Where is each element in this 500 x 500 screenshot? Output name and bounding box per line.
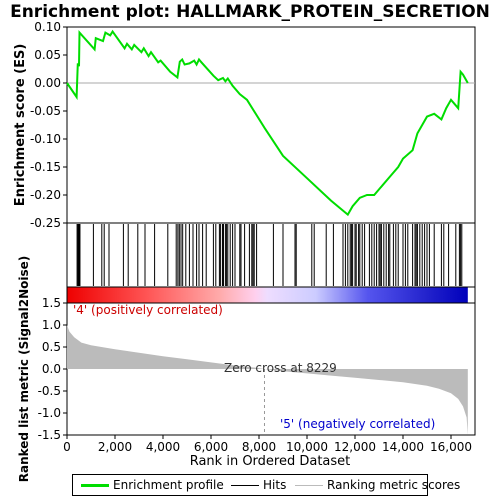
rank-y-tick-label: 1.0 <box>42 318 61 332</box>
rank-y-tick-label: -1.0 <box>38 406 61 420</box>
rank-axis-label: Ranked list metric (Signal2Noise) <box>17 256 31 483</box>
legend-item-enrichment: Enrichment profile <box>81 478 224 492</box>
es-y-tick-label: -0.20 <box>30 188 61 202</box>
x-tick-label: 8,000 <box>242 440 276 454</box>
hits-frame <box>66 222 476 288</box>
es-y-tick-label: -0.10 <box>30 132 61 146</box>
rank-y-tick-label: 1.5 <box>42 296 61 310</box>
ranked-metric-panel: 1.5 1.0 0.5 0.0 -0.5 -1.0 -1.5 '4' (positively… <box>17 256 476 483</box>
x-tick-label: 4,000 <box>146 440 180 454</box>
ranking-swatch-icon <box>295 485 323 486</box>
es-y-ticks: 0.10 0.05 0.00 -0.05 -0.10 -0.15 -0.20 -0.25 <box>30 20 67 230</box>
es-y-tick-label: -0.25 <box>30 216 61 230</box>
legend-item-ranking: Ranking metric scores <box>295 478 460 492</box>
enrichment-swatch-icon <box>81 484 109 487</box>
rank-y-tick-label: 0.0 <box>42 362 61 376</box>
chart-title: Enrichment plot: HALLMARK_PROTEIN_SECRET… <box>10 2 490 22</box>
hits-swatch-icon <box>231 485 259 486</box>
es-axis-label: Enrichment score (ES) <box>13 44 28 207</box>
es-y-tick-label: -0.15 <box>30 160 61 174</box>
x-tick-label: 10,000 <box>286 440 328 454</box>
x-tick-label: 14,000 <box>382 440 424 454</box>
x-tick-label: 0 <box>63 440 71 454</box>
ranking-color-bar <box>67 287 468 303</box>
es-y-tick-label: -0.05 <box>30 104 61 118</box>
x-axis-ticks: 0 2,000 4,000 6,000 8,000 10,000 12,000 14,000 1… <box>63 435 472 454</box>
x-tick-label: 2,000 <box>98 440 132 454</box>
es-y-tick-label: 0.10 <box>34 20 61 34</box>
enrichment-plot-frame <box>66 26 476 224</box>
legend-label: Enrichment profile <box>113 478 224 492</box>
x-axis-label: Rank in Ordered Dataset <box>190 454 351 469</box>
rank-y-ticks: 1.5 1.0 0.5 0.0 -0.5 -1.0 -1.5 <box>38 296 67 442</box>
es-y-tick-label: 0.00 <box>34 76 61 90</box>
rank-y-tick-label: 0.5 <box>42 340 61 354</box>
positive-correlation-label: '4' (positively correlated) <box>73 303 223 317</box>
legend: Enrichment profile Hits Ranking metric s… <box>72 474 460 496</box>
enrichment-panel: 0.10 0.05 0.00 -0.05 -0.10 -0.15 -0.20 -0.25 En… <box>13 20 476 230</box>
x-tick-label: 12,000 <box>334 440 376 454</box>
legend-item-hits: Hits <box>231 478 286 492</box>
zero-cross-label: Zero cross at 8229 <box>224 361 337 375</box>
x-tick-label: 6,000 <box>194 440 228 454</box>
enrichment-profile-line <box>66 29 469 217</box>
es-y-tick-label: 0.05 <box>34 48 61 62</box>
ranking-metric-area <box>67 325 468 435</box>
legend-label: Ranking metric scores <box>327 478 461 492</box>
hit-lines <box>76 224 463 286</box>
negative-correlation-label: '5' (negatively correlated) <box>280 417 435 431</box>
x-tick-label: 16,000 <box>430 440 472 454</box>
rank-y-tick-label: -0.5 <box>38 384 61 398</box>
hits-panel <box>66 222 476 288</box>
legend-label: Hits <box>263 478 287 492</box>
rank-y-tick-label: -1.5 <box>38 428 61 442</box>
